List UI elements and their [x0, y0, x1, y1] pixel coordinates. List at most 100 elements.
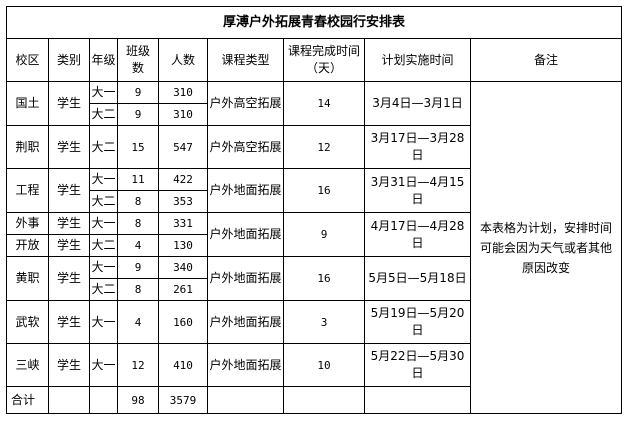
table-row: 荆职 学生 大二 15 547 户外高空拓展 12 3月17日—3月28日: [6, 125, 622, 169]
period-cell: 4月17日—4月28日: [364, 212, 471, 257]
course-cell: 户外地面拓展: [207, 343, 284, 387]
grade-cell: 大一: [89, 168, 118, 191]
table-row: 大二 8 261: [7, 278, 622, 301]
table-row: 工程 学生 大一 11 422 户外地面拓展 16 3月31日—4月15日: [6, 168, 622, 213]
campus-cell: 荆职: [6, 125, 49, 169]
header-period: 计划实施时间: [364, 38, 471, 82]
period-cell: 3月31日—4月15日: [364, 168, 471, 213]
days-cell: 10: [283, 343, 365, 387]
days-cell: 16: [283, 168, 365, 213]
schedule-table: 厚溥户外拓展青春校园行安排表 校区 类别 年级 班级数 人数 课程类型 课程完成…: [5, 6, 623, 414]
classes-cell: 4: [117, 234, 159, 257]
campus-cell: 三峡: [6, 343, 49, 387]
people-cell: 310: [158, 103, 208, 126]
header-classes-line2: 数: [131, 61, 144, 75]
course-cell: 户外地面拓展: [207, 300, 284, 344]
people-cell: 410: [158, 343, 208, 387]
period-cell: 5月22日—5月30日: [364, 343, 471, 387]
people-cell: 340: [158, 256, 208, 279]
people-cell: 130: [158, 234, 208, 257]
type-cell: 学生: [48, 212, 90, 235]
total-type-empty: [48, 386, 90, 414]
header-campus: 校区: [6, 38, 49, 82]
campus-cell: 工程: [6, 168, 49, 213]
grade-cell: 大一: [89, 343, 118, 387]
period-cell: 3月4日—3月1日: [364, 81, 471, 126]
type-cell: 学生: [48, 125, 90, 169]
type-cell: 学生: [48, 234, 90, 257]
total-course-empty: [207, 386, 284, 414]
people-cell: 547: [158, 125, 208, 169]
days-cell: 16: [283, 256, 365, 301]
total-period-empty: [364, 386, 471, 414]
type-cell: 学生: [48, 300, 90, 344]
table-row: 大二 9 310: [7, 103, 622, 126]
type-cell: 学生: [48, 256, 90, 301]
people-cell: 422: [158, 168, 208, 191]
header-grade: 年级: [89, 38, 118, 82]
people-cell: 261: [158, 278, 208, 301]
campus-cell: 黄职: [6, 256, 49, 301]
notes-cell: 本表格为计划，安排时间可能会因为天气或者其他原因改变: [469, 81, 623, 414]
classes-cell: 9: [117, 103, 159, 126]
period-cell: 5月5日—5月18日: [364, 256, 471, 301]
grade-cell: 大一: [89, 212, 118, 235]
table-row: 武软 学生 大一 4 160 户外地面拓展 3 5月19日—5月20日: [6, 300, 622, 344]
grade-cell: 大二: [89, 234, 118, 257]
table-row: 国土 学生 大一 9 310 户外高空拓展 14 3月4日—3月1日 本表格为计划，安排时间可能…: [6, 81, 623, 414]
classes-cell: 8: [117, 190, 159, 213]
campus-cell: 国土: [6, 81, 49, 126]
course-cell: 户外地面拓展: [207, 256, 284, 301]
grade-cell: 大二: [89, 278, 118, 301]
header-row: 校区 类别 年级 班级数 人数 课程类型 课程完成时间 （天） 计划实施时间 备注: [6, 38, 623, 82]
table-row: 开放 学生 大二 4 130: [6, 234, 622, 257]
table-title: 厚溥户外拓展青春校园行安排表: [5, 6, 623, 39]
header-course: 课程类型: [207, 38, 284, 82]
course-cell: 户外高空拓展: [207, 81, 284, 126]
total-people: 3579: [158, 386, 208, 414]
grade-cell: 大二: [89, 103, 118, 126]
total-classes: 98: [117, 386, 159, 414]
course-cell: 户外高空拓展: [207, 125, 284, 169]
days-cell: 12: [283, 125, 365, 169]
classes-cell: 8: [117, 278, 159, 301]
grade-cell: 大一: [89, 81, 118, 104]
grade-cell: 大一: [89, 300, 118, 344]
header-days-line2: （天）: [305, 61, 342, 75]
total-row: 合计 98 3579: [6, 386, 622, 414]
people-cell: 160: [158, 300, 208, 344]
campus-cell: 开放: [6, 234, 49, 257]
period-cell: 3月17日—3月28日: [364, 125, 471, 169]
people-cell: 353: [158, 190, 208, 213]
people-cell: 310: [158, 81, 208, 104]
campus-cell: 外事: [6, 212, 49, 235]
grade-cell: 大二: [89, 125, 118, 169]
header-days: 课程完成时间 （天）: [283, 38, 365, 82]
period-cell: 5月19日—5月20日: [364, 300, 471, 344]
course-cell: 户外地面拓展: [207, 212, 284, 257]
type-cell: 学生: [48, 168, 90, 213]
classes-cell: 9: [117, 256, 159, 279]
classes-cell: 11: [117, 168, 159, 191]
classes-cell: 15: [117, 125, 159, 169]
grade-cell: 大一: [89, 256, 118, 279]
classes-cell: 12: [117, 343, 159, 387]
header-classes-line1: 班级: [125, 44, 150, 58]
header-days-line1: 课程完成时间: [287, 44, 360, 58]
header-notes: 备注: [469, 38, 623, 82]
days-cell: 14: [283, 81, 365, 126]
grade-cell: 大二: [89, 190, 118, 213]
total-label: 合计: [6, 386, 49, 414]
header-type: 类别: [48, 38, 90, 82]
header-people: 人数: [158, 38, 208, 82]
days-cell: 9: [283, 212, 365, 257]
total-grade-empty: [89, 386, 118, 414]
days-cell: 3: [283, 300, 365, 344]
course-cell: 户外地面拓展: [207, 168, 284, 213]
classes-cell: 4: [117, 300, 159, 344]
people-cell: 331: [158, 212, 208, 235]
header-classes: 班级数: [117, 38, 159, 82]
total-days-empty: [283, 386, 365, 414]
classes-cell: 8: [117, 212, 159, 235]
table-row: 大二 8 353: [7, 190, 622, 213]
